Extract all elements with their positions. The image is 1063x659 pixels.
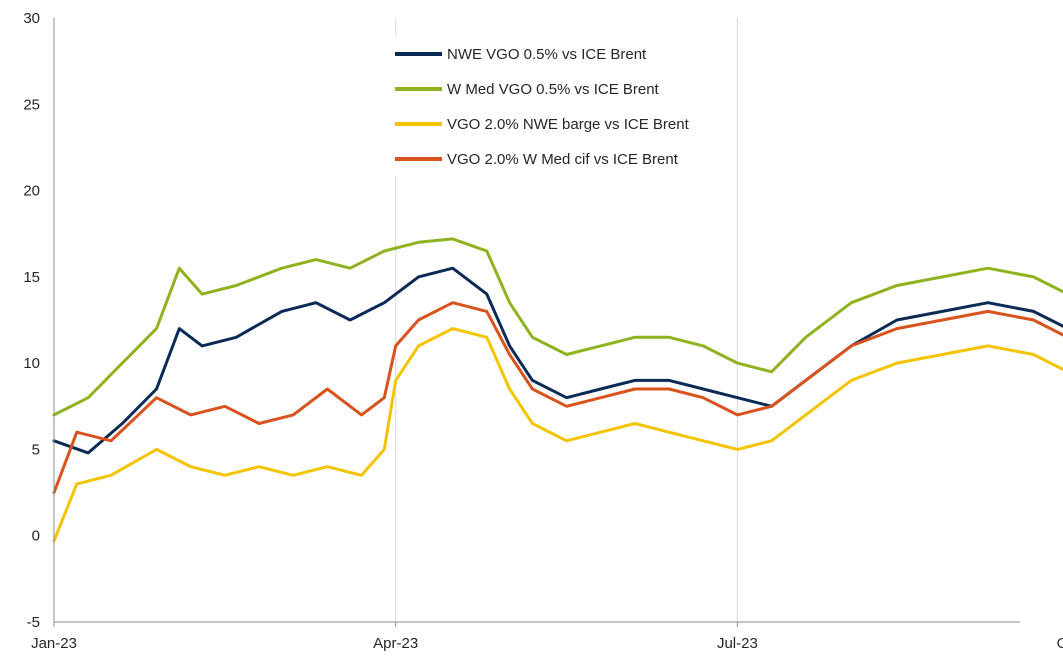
series-lines: [52, 237, 1063, 543]
y-tick-label: 0: [32, 528, 40, 545]
x-tick-label: Jul-23: [717, 635, 758, 652]
x-tick-label: Jan-23: [31, 635, 77, 652]
y-axis-tick-labels: -5 0 5 10 15 20 25 30: [23, 10, 40, 631]
axes: [53, 18, 1020, 627]
x-tick-label: Apr-23: [373, 635, 418, 652]
x-axis-tick-labels: Jan-23Apr-23Jul-23Oct-23Jan-24Apr-24Jul-…: [31, 635, 1063, 652]
y-tick-label: 30: [23, 10, 40, 27]
y-tick-label: 15: [23, 269, 40, 286]
legend-label-4: VGO 2.0% W Med cif vs ICE Brent: [447, 151, 679, 168]
series-line-3: [52, 327, 1063, 543]
legend-background: [388, 36, 724, 176]
legend-label-2: W Med VGO 0.5% vs ICE Brent: [447, 81, 660, 98]
y-tick-label: 10: [23, 355, 40, 372]
series-line-1: [52, 266, 1063, 455]
y-tick-label: 25: [23, 96, 40, 113]
y-tick-label: 20: [23, 183, 40, 200]
series-line-4: [52, 301, 1063, 495]
series-line-2: [52, 237, 1063, 417]
legend-label-1: NWE VGO 0.5% vs ICE Brent: [447, 46, 647, 63]
y-tick-label: 5: [32, 441, 40, 458]
x-tick-label: Oct-23: [1057, 635, 1063, 652]
y-tick-label: -5: [27, 614, 40, 631]
legend: NWE VGO 0.5% vs ICE Brent W Med VGO 0.5% …: [388, 36, 724, 176]
legend-label-3: VGO 2.0% NWE barge vs ICE Brent: [447, 116, 690, 133]
